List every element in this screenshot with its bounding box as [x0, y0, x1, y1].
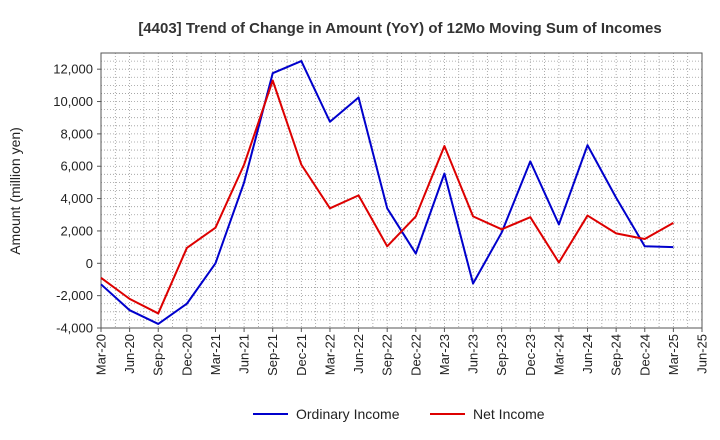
legend-label-ordinary-income: Ordinary Income: [296, 406, 400, 422]
y-tick-label: 12,000: [53, 62, 93, 77]
y-tick-label: 10,000: [53, 94, 93, 109]
x-tick-label: Jun-21: [237, 334, 252, 374]
legend: Ordinary Income Net Income: [253, 406, 545, 422]
x-tick-label: Jun-22: [351, 334, 366, 374]
y-tick-label: 0: [86, 256, 93, 271]
x-tick-label: Jun-24: [580, 334, 595, 374]
x-tick-label: Dec-20: [179, 334, 194, 376]
x-tick-label: Jun-23: [466, 334, 481, 374]
series-line-ordinary-income: [100, 60, 674, 325]
legend-label-net-income: Net Income: [473, 406, 545, 422]
x-tick-label: Jun-25: [695, 334, 710, 374]
x-tick-label: Mar-24: [551, 334, 566, 375]
y-tick-label: -4,000: [56, 321, 93, 336]
y-axis-label: Amount (million yen): [7, 127, 23, 255]
y-tick-label: 4,000: [60, 191, 93, 206]
plot-area: -4,000 -2,000 0 2,000 4,000 6,000 8,000 10,000 1…: [53, 52, 710, 376]
x-tick-label: Dec-23: [523, 334, 538, 376]
x-tick-label: Dec-21: [294, 334, 309, 376]
x-tick-label: Mar-20: [94, 334, 109, 375]
x-tick-label: Dec-22: [408, 334, 423, 376]
x-tick-label: Sep-22: [380, 334, 395, 376]
x-tick-label: Sep-20: [151, 334, 166, 376]
x-tick-label: Sep-24: [609, 334, 624, 376]
chart-title: [4403] Trend of Change in Amount (YoY) o…: [138, 20, 661, 37]
y-tick-label: 6,000: [60, 159, 93, 174]
plot-frame: [100, 52, 703, 329]
x-tick-label: Dec-24: [637, 334, 652, 376]
series-line-net-income: [100, 79, 674, 315]
x-tick-label: Mar-25: [666, 334, 681, 375]
x-tick-label: Sep-23: [494, 334, 509, 376]
x-tick-label: Jun-20: [122, 334, 137, 374]
y-tick-label: 2,000: [60, 223, 93, 238]
x-tick-label: Mar-23: [437, 334, 452, 375]
x-tick-label: Mar-21: [208, 334, 223, 375]
x-tick-label: Mar-22: [322, 334, 337, 375]
y-tick-label: -2,000: [56, 288, 93, 303]
x-tick-label: Sep-21: [265, 334, 280, 376]
y-tick-label: 8,000: [60, 126, 93, 141]
